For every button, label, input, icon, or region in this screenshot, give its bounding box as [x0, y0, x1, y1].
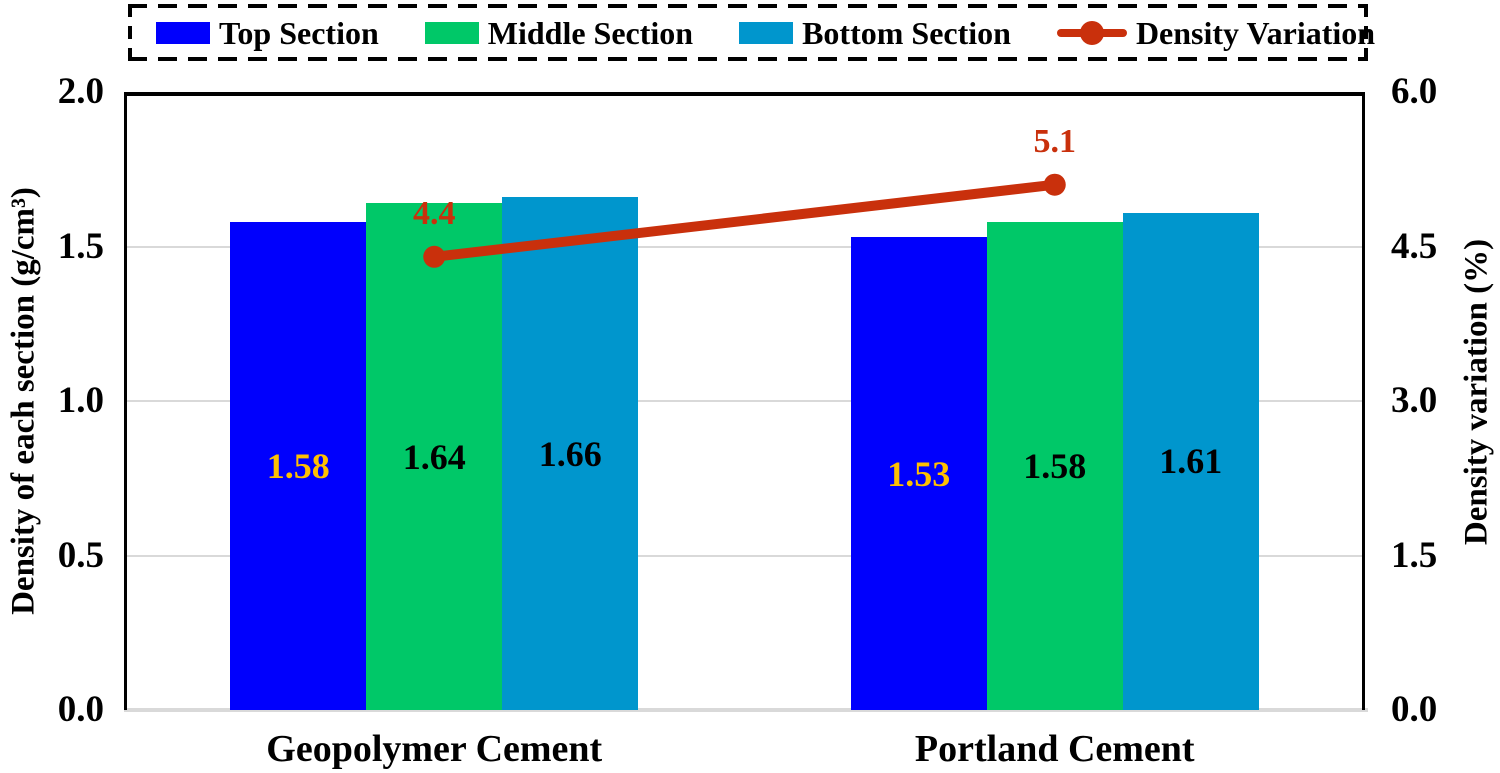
bar-middle-section [986, 221, 1123, 710]
left-axis-tick-label: 0.5 [57, 534, 104, 576]
legend-item: Top Section [156, 17, 379, 49]
left-axis-tick-label: 2.0 [57, 71, 104, 112]
legend: Top Section Middle Section Bottom Section D… [128, 4, 1375, 61]
gridline [124, 245, 1365, 248]
legend-border-right [1364, 4, 1368, 61]
legend-swatch-icon [424, 21, 479, 44]
legend-item: Density Variation [1056, 14, 1376, 51]
bar-value-label: 1.58 [1023, 445, 1087, 486]
bar-top-section [850, 237, 987, 710]
line-point-label: 4.4 [413, 194, 456, 232]
legend-item-label: Top Section [219, 14, 379, 51]
category-label: Portland Cement [914, 728, 1195, 770]
bar-value-label: 1.61 [1159, 441, 1223, 482]
legend-swatch-icon [739, 21, 794, 44]
legend-border-top [128, 4, 1368, 8]
left-axis-tick-label: 0.0 [57, 689, 104, 730]
legend-line-marker-icon [1056, 20, 1127, 45]
line-segment [433, 179, 1056, 262]
legend-items: Top Section Middle Section Bottom Section D… [128, 4, 1375, 61]
legend-item-label: Bottom Section [802, 14, 1011, 51]
density-variation-line [423, 173, 1066, 268]
bar-value-label: 1.58 [266, 445, 330, 486]
legend-item: Middle Section [424, 14, 694, 51]
legend-border-left [128, 4, 132, 61]
bar-bottom-section [502, 197, 639, 710]
bar-value-label: 1.64 [402, 436, 466, 477]
legend-item: Bottom Section [739, 17, 1011, 49]
bar-value-label: 1.66 [538, 433, 602, 474]
legend-swatch-icon [156, 21, 210, 44]
legend-border-bottom [128, 57, 1368, 61]
bar-middle-section [366, 203, 503, 710]
legend-line-dot-icon [1079, 20, 1104, 45]
right-axis-tick-label: 3.0 [1391, 380, 1438, 421]
x-axis-line [124, 708, 1368, 712]
line-point-marker [423, 245, 446, 268]
left-axis-tick-label: 1.5 [57, 225, 104, 267]
bar-top-section [230, 221, 367, 710]
gridline [124, 400, 1365, 402]
left-axis-tick-label: 1.0 [57, 380, 104, 421]
right-axis-tick-label: 4.5 [1391, 225, 1438, 267]
right-axis-tick-label: 1.5 [1391, 534, 1438, 576]
right-axis-tick-label: 0.0 [1391, 689, 1438, 730]
right-axis-tick-label: 6.0 [1391, 71, 1438, 112]
gridline [124, 554, 1365, 557]
bar-value-label: 1.53 [887, 453, 951, 494]
legend-item-label: Middle Section [487, 14, 694, 51]
legend-item-label: Density Variation [1135, 14, 1376, 51]
bar-bottom-section [1122, 212, 1259, 710]
line-point-label: 5.1 [1033, 122, 1077, 160]
line-point-marker [1043, 173, 1066, 196]
category-label: Geopolymer Cement [266, 728, 603, 770]
